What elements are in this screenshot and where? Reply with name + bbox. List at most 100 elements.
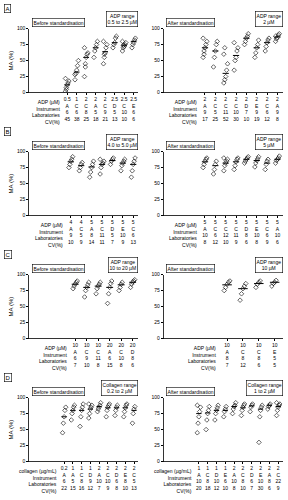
svg-text:MA (%): MA (%): [8, 297, 14, 317]
svg-text:2C525: 2C525: [213, 96, 219, 122]
svg-text:2C825: 2C825: [83, 96, 89, 122]
svg-text:2C921: 2C921: [102, 96, 108, 122]
svg-text:2E810: 2E810: [123, 465, 129, 491]
svg-text:ADP range10 to 20 µM: ADP range10 to 20 µM: [110, 259, 137, 272]
svg-text:5E108: 5E108: [254, 219, 260, 245]
svg-text:After standardisation: After standardisation: [168, 389, 214, 395]
svg-text:100: 100: [151, 148, 160, 154]
svg-text:0.5A645: 0.5A645: [64, 96, 71, 122]
svg-text:B: B: [6, 129, 10, 135]
svg-text:5D86: 5D86: [245, 219, 249, 245]
svg-text:ADP (µM)InstrumentLaboratories: ADP (µM)InstrumentLaboratoriesCV(%): [169, 99, 197, 125]
svg-text:5C1210: 5C1210: [223, 219, 229, 245]
svg-text:5C612: 5C612: [213, 219, 219, 245]
svg-text:10E55: 10E55: [272, 342, 278, 368]
svg-text:5C119: 5C119: [233, 219, 238, 245]
svg-text:ADP (µM)InstrumentLaboratories: ADP (µM)InstrumentLaboratoriesCV(%): [32, 99, 60, 125]
svg-text:After standardisation: After standardisation: [168, 143, 214, 149]
svg-text:2.5D513: 2.5D513: [111, 96, 118, 122]
svg-text:10C910: 10C910: [84, 342, 90, 368]
svg-text:C: C: [6, 252, 11, 258]
svg-text:10C812: 10C812: [240, 342, 246, 368]
svg-text:75: 75: [20, 410, 26, 416]
svg-text:2A917: 2A917: [202, 96, 208, 122]
svg-text:100: 100: [17, 25, 26, 31]
svg-text:2A86: 2A86: [268, 465, 272, 491]
svg-text:0: 0: [157, 89, 160, 95]
svg-text:1A1020: 1A1020: [196, 465, 202, 491]
svg-text:50: 50: [154, 57, 160, 63]
svg-text:100: 100: [151, 25, 160, 31]
svg-text:50: 50: [20, 426, 26, 432]
svg-text:2A518: 2A518: [93, 96, 99, 122]
svg-text:5C613: 5C613: [130, 219, 136, 245]
svg-text:After standardisation: After standardisation: [168, 266, 214, 272]
svg-text:2A107: 2A107: [96, 465, 102, 491]
svg-text:50: 50: [20, 303, 26, 309]
svg-text:1D1012: 1D1012: [214, 465, 220, 491]
svg-text:25: 25: [154, 73, 160, 79]
svg-text:20D86: 20D86: [130, 342, 136, 368]
svg-text:100: 100: [17, 394, 26, 400]
svg-text:collagen (µg/mL)InstrumentLabo: collagen (µg/mL)InstrumentLaboratoriesCV…: [19, 468, 57, 494]
svg-text:ADP range4.0 to 5.0 µM: ADP range4.0 to 5.0 µM: [108, 136, 137, 149]
svg-text:75: 75: [20, 41, 26, 47]
svg-text:MA (%): MA (%): [8, 420, 14, 440]
svg-text:Before standardisation: Before standardisation: [34, 389, 84, 395]
svg-text:D: D: [6, 375, 11, 381]
svg-text:25: 25: [20, 73, 26, 79]
svg-text:5A106: 5A106: [275, 219, 281, 245]
svg-text:0: 0: [157, 212, 160, 218]
svg-text:5D57: 5D57: [111, 219, 115, 245]
svg-text:ADP range0.5 to 2.5 µM: ADP range0.5 to 2.5 µM: [108, 13, 137, 26]
svg-text:100: 100: [17, 148, 26, 154]
svg-text:75: 75: [20, 287, 26, 293]
svg-text:25: 25: [154, 196, 160, 202]
svg-text:0: 0: [23, 89, 26, 95]
svg-text:2C109: 2C109: [105, 465, 111, 491]
svg-text:2C810: 2C810: [240, 465, 246, 491]
svg-text:Before standardisation: Before standardisation: [34, 266, 84, 272]
svg-text:1C638: 1C638: [74, 96, 80, 122]
svg-text:50: 50: [20, 57, 26, 63]
svg-text:10A87: 10A87: [224, 342, 230, 368]
svg-text:0: 0: [23, 458, 26, 464]
svg-text:1C818: 1C818: [205, 465, 211, 491]
svg-text:2D67: 2D67: [250, 465, 254, 491]
svg-text:2D68: 2D68: [115, 465, 119, 491]
svg-text:Collagen range1 to 2 µM: Collagen range1 to 2 µM: [248, 382, 282, 395]
svg-text:75: 75: [154, 410, 160, 416]
svg-text:75: 75: [20, 164, 26, 170]
svg-text:1A515: 1A515: [70, 465, 76, 491]
svg-text:1E610: 1E610: [223, 465, 229, 491]
svg-text:ADP range5 µM: ADP range5 µM: [257, 136, 282, 149]
svg-text:1C816: 1C816: [79, 465, 85, 491]
svg-text:4C59: 4C59: [79, 219, 83, 245]
svg-text:20A615: 20A615: [107, 342, 113, 368]
svg-text:25: 25: [154, 319, 160, 325]
svg-text:Collagen range0.2 to 2 µM: Collagen range0.2 to 2 µM: [103, 382, 137, 395]
svg-text:2D710: 2D710: [244, 96, 250, 122]
svg-text:2.5C1010: 2.5C1010: [121, 96, 128, 122]
svg-text:0: 0: [23, 335, 26, 341]
svg-text:50: 50: [154, 426, 160, 432]
svg-text:2A98: 2A98: [276, 96, 280, 122]
svg-text:75: 75: [154, 164, 160, 170]
svg-text:ADP range2 µM: ADP range2 µM: [257, 13, 282, 26]
svg-text:100: 100: [151, 394, 160, 400]
svg-text:After standardisation: After standardisation: [168, 20, 214, 26]
svg-text:10C118: 10C118: [95, 342, 101, 368]
svg-text:100: 100: [17, 271, 26, 277]
svg-text:25: 25: [20, 319, 26, 325]
svg-text:50: 50: [154, 303, 160, 309]
svg-text:0: 0: [157, 458, 160, 464]
svg-text:25: 25: [154, 442, 160, 448]
svg-text:5C1111: 5C1111: [99, 219, 104, 245]
svg-text:2E1030: 2E1030: [258, 465, 264, 491]
svg-text:2C1152: 2C1152: [223, 96, 229, 122]
svg-text:0.2A622: 0.2A622: [61, 465, 68, 491]
svg-text:2C229: 2C229: [275, 465, 281, 491]
svg-text:2.5E66: 2.5E66: [130, 96, 137, 122]
svg-text:20C108: 20C108: [118, 342, 124, 368]
svg-text:2E919: 2E919: [254, 96, 260, 122]
